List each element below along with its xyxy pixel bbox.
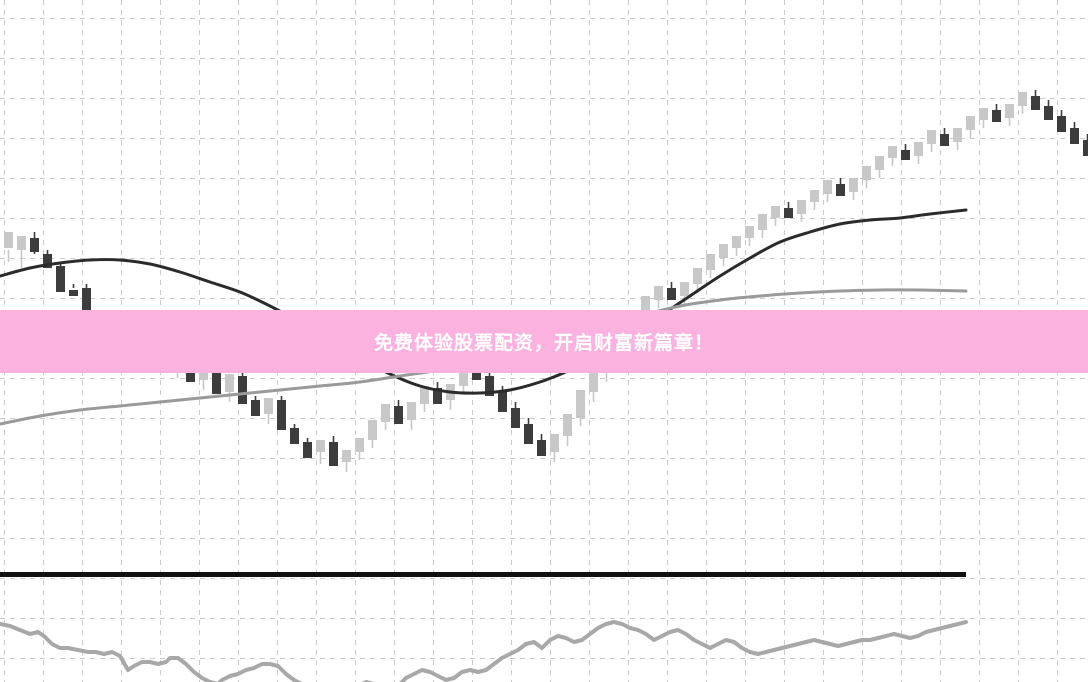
candle-body [589, 368, 598, 392]
candle-body [797, 200, 806, 214]
candle-body [225, 374, 234, 392]
candle-body [394, 406, 403, 424]
candle-body [1083, 140, 1088, 156]
candle-body [433, 388, 442, 404]
candle-body [940, 134, 949, 146]
candle-body [329, 442, 338, 466]
candle-body [719, 244, 728, 258]
candle-body [537, 440, 546, 456]
candle-body [576, 390, 585, 418]
candle-body [810, 190, 819, 202]
indicator-line [0, 620, 968, 682]
candle-body [823, 180, 832, 194]
candle-body [888, 146, 897, 158]
candle-body [849, 178, 858, 192]
candle-body [1031, 96, 1040, 110]
candle-body [30, 238, 39, 252]
candle-body [550, 434, 559, 452]
candle-body [17, 236, 26, 250]
candle-body [1070, 128, 1079, 144]
candle-body [784, 208, 793, 218]
candle-body [303, 442, 312, 458]
panel-separator [0, 572, 966, 577]
candle-body [459, 362, 468, 386]
candle-body [4, 232, 13, 248]
candle-body [290, 428, 299, 444]
candle-body [706, 254, 715, 270]
candle-body [563, 414, 572, 436]
candle-body [511, 408, 520, 428]
candle-body [836, 184, 845, 196]
candle-body [381, 404, 390, 422]
candle-body [69, 290, 78, 296]
candle-body [277, 400, 286, 430]
candle-body [316, 440, 325, 452]
candle-body [680, 282, 689, 296]
candle-body [498, 392, 507, 412]
candle-body [862, 166, 871, 180]
candle-body [485, 376, 494, 396]
candle-body [407, 402, 416, 420]
candle-body [368, 420, 377, 440]
candle-body [953, 128, 962, 142]
candle-body [524, 424, 533, 444]
candle-body [667, 288, 676, 300]
candle-body [355, 438, 364, 452]
candle-body [745, 226, 754, 238]
candle-body [342, 450, 351, 462]
candle-body [758, 214, 767, 230]
candle-body [1044, 106, 1053, 120]
candle-body [732, 236, 741, 248]
candle-body [979, 108, 988, 120]
promo-banner[interactable]: 免费体验股票配资，开启财富新篇章！ [0, 310, 1088, 373]
candle-body [966, 116, 975, 130]
ma-fast-line [0, 208, 968, 395]
candle-body [901, 150, 910, 160]
price-candlestick-panel [0, 90, 1088, 472]
candle-body [992, 110, 1001, 122]
promo-banner-text: 免费体验股票配资，开启财富新篇章！ [373, 333, 714, 354]
candle-body [43, 254, 52, 268]
candle-body [56, 266, 65, 292]
candle-body [238, 376, 247, 404]
candle-body [654, 286, 663, 300]
candle-body [1057, 116, 1066, 132]
candlestick-series [4, 90, 1088, 472]
indicator-panel [0, 620, 968, 682]
candle-body [212, 366, 221, 394]
candle-body [771, 206, 780, 218]
candle-body [693, 268, 702, 284]
candle-body [927, 130, 936, 144]
candle-body [264, 398, 273, 414]
candle-body [641, 296, 650, 314]
candle-body [251, 400, 260, 416]
candle-body [875, 156, 884, 170]
candle-body [1005, 104, 1014, 118]
candle-body [1018, 92, 1027, 106]
candle-body [914, 142, 923, 156]
candle-body [420, 386, 429, 404]
candle-body [82, 288, 91, 316]
